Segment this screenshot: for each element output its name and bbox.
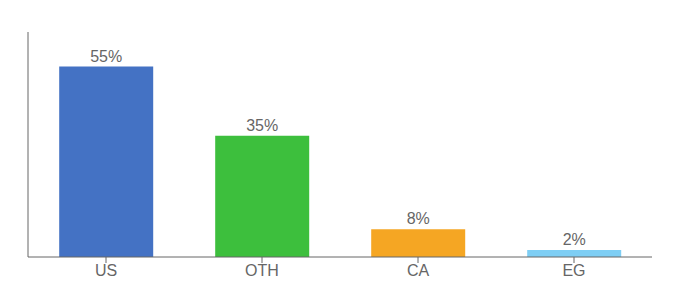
- svg-text:CA: CA: [407, 262, 430, 279]
- svg-text:EG: EG: [562, 262, 585, 279]
- svg-text:2%: 2%: [563, 231, 586, 248]
- svg-text:US: US: [95, 262, 117, 279]
- svg-text:35%: 35%: [246, 117, 278, 134]
- svg-text:OTH: OTH: [245, 262, 279, 279]
- svg-text:55%: 55%: [90, 48, 122, 65]
- svg-text:8%: 8%: [407, 210, 430, 227]
